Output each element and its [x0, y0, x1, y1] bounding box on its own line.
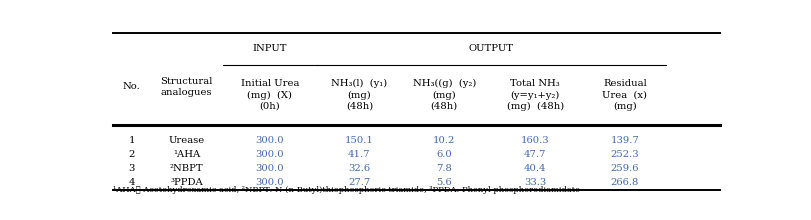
- Text: 1: 1: [128, 136, 135, 145]
- Text: 40.4: 40.4: [524, 164, 547, 173]
- Text: 41.7: 41.7: [348, 150, 371, 159]
- Text: 33.3: 33.3: [524, 178, 547, 187]
- Text: Initial Urea
(mg)  (X)
(0h): Initial Urea (mg) (X) (0h): [241, 79, 299, 111]
- Text: NH₃(l)  (y₁)
(mg)
(48h): NH₃(l) (y₁) (mg) (48h): [331, 79, 388, 111]
- Text: 3: 3: [128, 164, 135, 173]
- Text: 300.0: 300.0: [255, 150, 284, 159]
- Text: 266.8: 266.8: [611, 178, 639, 187]
- Text: 2: 2: [128, 150, 135, 159]
- Text: NH₃((g)  (y₂)
(mg)
(48h): NH₃((g) (y₂) (mg) (48h): [413, 79, 476, 111]
- Text: 32.6: 32.6: [348, 164, 371, 173]
- Text: 47.7: 47.7: [524, 150, 547, 159]
- Text: ¹AHA: ¹AHA: [173, 150, 200, 159]
- Text: 300.0: 300.0: [255, 164, 284, 173]
- Text: Structural
analogues: Structural analogues: [161, 77, 212, 97]
- Text: 6.0: 6.0: [436, 150, 452, 159]
- Text: 5.6: 5.6: [436, 178, 452, 187]
- Text: Total NH₃
(y=y₁+y₂)
(mg)  (48h): Total NH₃ (y=y₁+y₂) (mg) (48h): [507, 79, 564, 111]
- Text: Urease: Urease: [169, 136, 204, 145]
- Text: No.: No.: [122, 82, 140, 92]
- Text: 300.0: 300.0: [255, 136, 284, 145]
- Text: Residual
Urea  (x)
(mg): Residual Urea (x) (mg): [603, 79, 647, 111]
- Text: 4: 4: [128, 178, 135, 187]
- Text: INPUT: INPUT: [252, 44, 287, 53]
- Text: 160.3: 160.3: [521, 136, 550, 145]
- Text: 259.6: 259.6: [611, 164, 639, 173]
- Text: 139.7: 139.7: [611, 136, 639, 145]
- Text: ¹AHA： Acetohydroxamic acid, ²NBPT: N-(n-Butyl)thiophosphoric triamide, ³PPDA: Ph: ¹AHA： Acetohydroxamic acid, ²NBPT: N-(n-…: [113, 186, 580, 194]
- Text: OUTPUT: OUTPUT: [469, 44, 514, 53]
- Text: ³PPDA: ³PPDA: [170, 178, 203, 187]
- Text: 150.1: 150.1: [345, 136, 374, 145]
- Text: 7.8: 7.8: [436, 164, 453, 173]
- Text: 300.0: 300.0: [255, 178, 284, 187]
- Text: ²NBPT: ²NBPT: [169, 164, 204, 173]
- Text: 10.2: 10.2: [433, 136, 456, 145]
- Text: 252.3: 252.3: [611, 150, 639, 159]
- Text: 27.7: 27.7: [348, 178, 371, 187]
